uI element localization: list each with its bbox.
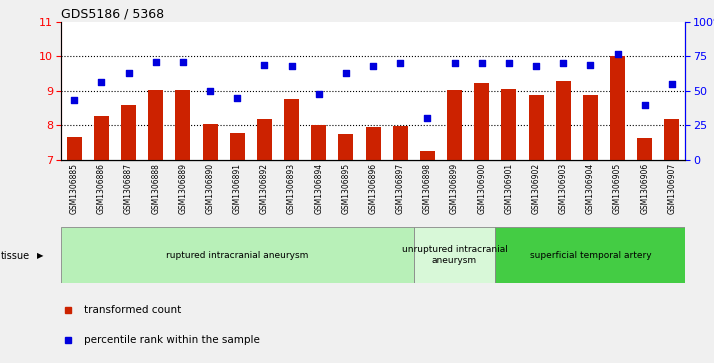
Bar [149, 90, 164, 160]
Point [313, 91, 324, 97]
Bar [501, 89, 516, 160]
Text: GSM1306886: GSM1306886 [97, 163, 106, 214]
Point [258, 62, 270, 68]
Bar [447, 90, 462, 160]
Bar [176, 90, 191, 160]
Text: ▶: ▶ [37, 252, 44, 260]
Bar [230, 133, 245, 160]
Text: percentile rank within the sample: percentile rank within the sample [84, 335, 261, 345]
Text: GSM1306887: GSM1306887 [124, 163, 133, 214]
Text: GSM1306898: GSM1306898 [423, 163, 432, 214]
Text: GSM1306900: GSM1306900 [477, 163, 486, 214]
Text: GSM1306888: GSM1306888 [151, 163, 160, 214]
Text: superficial temporal artery: superficial temporal artery [530, 250, 651, 260]
Bar [583, 95, 598, 160]
Text: GSM1306906: GSM1306906 [640, 163, 649, 214]
Point [177, 59, 188, 65]
Bar [284, 99, 299, 160]
Point [422, 115, 433, 121]
Point [612, 50, 623, 56]
Point [69, 98, 80, 103]
Bar [393, 126, 408, 160]
Point [204, 88, 216, 94]
Point [476, 60, 488, 66]
Point [666, 81, 678, 87]
Text: GDS5186 / 5368: GDS5186 / 5368 [61, 8, 164, 21]
Bar [338, 134, 353, 160]
Bar [474, 83, 489, 160]
Bar [555, 81, 570, 160]
Point [449, 60, 461, 66]
Text: GSM1306902: GSM1306902 [531, 163, 540, 214]
Text: GSM1306889: GSM1306889 [178, 163, 187, 214]
Bar [366, 127, 381, 160]
Point [150, 59, 161, 65]
Bar [94, 115, 109, 160]
Bar [610, 56, 625, 160]
Bar [420, 151, 435, 160]
Point [503, 60, 515, 66]
Bar [61, 227, 414, 283]
Text: GSM1306895: GSM1306895 [341, 163, 351, 214]
Text: GSM1306893: GSM1306893 [287, 163, 296, 214]
Point [558, 60, 569, 66]
Point [340, 70, 351, 76]
Bar [257, 119, 272, 160]
Point [286, 63, 297, 69]
Text: GSM1306885: GSM1306885 [70, 163, 79, 214]
Text: transformed count: transformed count [84, 305, 181, 315]
Text: GSM1306903: GSM1306903 [559, 163, 568, 214]
Point [395, 60, 406, 66]
Text: GSM1306897: GSM1306897 [396, 163, 405, 214]
Text: GSM1306892: GSM1306892 [260, 163, 269, 214]
Bar [637, 138, 652, 160]
Bar [414, 227, 496, 283]
Bar [121, 105, 136, 160]
Text: ruptured intracranial aneurysm: ruptured intracranial aneurysm [166, 250, 308, 260]
Text: GSM1306890: GSM1306890 [206, 163, 215, 214]
Bar [528, 95, 543, 160]
Text: GSM1306899: GSM1306899 [450, 163, 459, 214]
Point [639, 102, 650, 107]
Point [123, 70, 134, 76]
Text: tissue: tissue [1, 251, 30, 261]
Bar [311, 125, 326, 160]
Text: GSM1306896: GSM1306896 [368, 163, 378, 214]
Point [96, 79, 107, 85]
Point [531, 63, 542, 69]
Text: GSM1306905: GSM1306905 [613, 163, 622, 214]
Point [231, 95, 243, 101]
Point [585, 62, 596, 68]
Point [367, 63, 378, 69]
Bar [665, 119, 679, 160]
Text: GSM1306904: GSM1306904 [586, 163, 595, 214]
Bar [496, 227, 685, 283]
Text: GSM1306894: GSM1306894 [314, 163, 323, 214]
Text: GSM1306907: GSM1306907 [668, 163, 676, 214]
Text: GSM1306891: GSM1306891 [233, 163, 242, 214]
Bar [203, 123, 218, 160]
Text: unruptured intracranial
aneurysm: unruptured intracranial aneurysm [401, 245, 508, 265]
Bar [67, 137, 81, 160]
Text: GSM1306901: GSM1306901 [504, 163, 513, 214]
